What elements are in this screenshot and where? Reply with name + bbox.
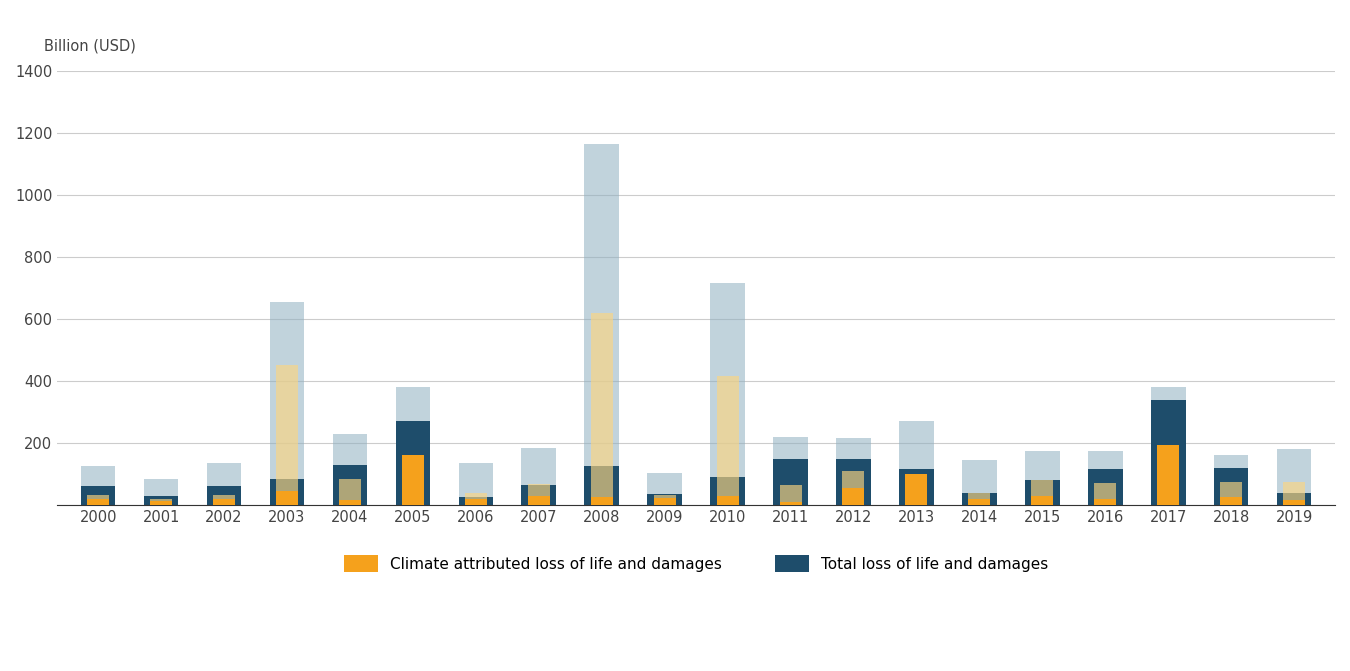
Bar — [270, 302, 304, 478]
Bar — [150, 499, 171, 501]
Bar — [1088, 452, 1123, 470]
Bar — [899, 421, 934, 470]
Bar — [1157, 445, 1179, 505]
Bar — [906, 474, 927, 505]
Bar — [1025, 480, 1060, 505]
Bar — [459, 463, 493, 497]
Bar — [528, 496, 549, 505]
Bar — [710, 477, 745, 505]
Bar — [528, 484, 549, 496]
Bar — [521, 448, 556, 485]
Bar — [585, 466, 620, 505]
Bar — [1095, 499, 1116, 505]
Bar — [1152, 387, 1185, 400]
Bar — [899, 470, 934, 505]
Bar — [1031, 480, 1053, 496]
Bar — [275, 366, 298, 491]
Bar — [1095, 482, 1116, 499]
Bar — [968, 499, 991, 505]
Bar — [213, 495, 235, 499]
Bar — [1220, 482, 1242, 497]
Bar — [1031, 496, 1053, 505]
Bar — [591, 497, 613, 505]
Bar — [1277, 450, 1311, 493]
Bar — [1220, 497, 1242, 505]
Legend: Climate attributed loss of life and damages, Total loss of life and damages: Climate attributed loss of life and dama… — [336, 547, 1056, 580]
Bar — [779, 502, 802, 505]
Bar — [144, 496, 178, 505]
Bar — [717, 376, 738, 496]
Bar — [464, 499, 487, 505]
Bar — [81, 466, 116, 486]
Bar — [1214, 455, 1249, 468]
Bar — [1025, 451, 1060, 480]
Bar — [836, 438, 871, 458]
Bar — [585, 144, 620, 466]
Bar — [396, 421, 431, 505]
Bar — [1152, 400, 1185, 505]
Bar — [842, 488, 864, 505]
Bar — [339, 501, 360, 505]
Bar — [150, 501, 171, 505]
Bar — [842, 471, 864, 488]
Bar — [774, 437, 807, 458]
Bar — [779, 485, 802, 502]
Bar — [332, 465, 367, 505]
Bar — [88, 499, 109, 505]
Bar — [591, 313, 613, 497]
Bar — [963, 493, 996, 505]
Bar — [339, 479, 360, 501]
Bar — [1282, 482, 1305, 501]
Bar — [88, 495, 109, 499]
Bar — [81, 486, 116, 505]
Bar — [213, 499, 235, 505]
Bar — [207, 463, 242, 486]
Bar — [648, 472, 682, 495]
Bar — [1277, 493, 1311, 505]
Bar — [963, 460, 996, 493]
Bar — [207, 486, 242, 505]
Bar — [1282, 501, 1305, 505]
Bar — [396, 387, 431, 421]
Bar — [653, 499, 675, 505]
Bar — [710, 283, 745, 477]
Bar — [402, 456, 424, 505]
Bar — [521, 485, 556, 505]
Bar — [1214, 468, 1249, 505]
Bar — [144, 478, 178, 496]
Bar — [459, 497, 493, 505]
Bar — [332, 433, 367, 465]
Bar — [836, 458, 871, 505]
Bar — [968, 493, 991, 499]
Bar — [275, 491, 298, 505]
Bar — [270, 478, 304, 505]
Bar — [653, 495, 675, 499]
Bar — [717, 496, 738, 505]
Bar — [1088, 470, 1123, 505]
Bar — [774, 458, 807, 505]
Bar — [464, 493, 487, 499]
Text: Billion (USD): Billion (USD) — [45, 38, 136, 54]
Bar — [648, 495, 682, 505]
